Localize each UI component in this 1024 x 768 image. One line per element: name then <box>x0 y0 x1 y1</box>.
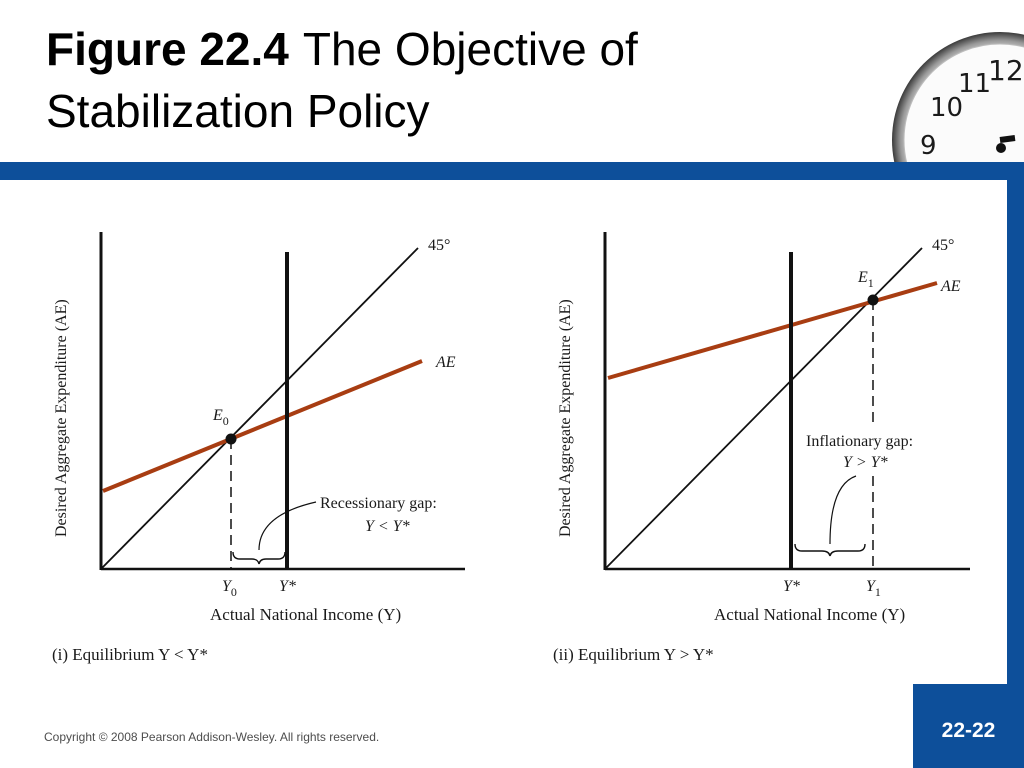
left-tick-ystar: Y* <box>279 578 296 595</box>
figure-number: Figure 22.4 <box>46 23 289 75</box>
left-equilibrium-point <box>225 433 237 445</box>
clock-numeral-9: 9 <box>920 131 937 161</box>
left-x-axis-label: Actual National Income (Y) <box>210 605 401 624</box>
clock-center <box>996 143 1006 153</box>
panel-right: 45° AE E1 Inflationary gap: Y > Y* Y* Y1… <box>553 232 970 664</box>
left-gap-brace <box>232 551 286 565</box>
page-number-box: 22-22 <box>913 684 1024 768</box>
figure-title: The Objective of Stabilization Policy <box>46 23 638 137</box>
left-caption: (i) Equilibrium Y < Y* <box>52 645 208 664</box>
clock-face <box>903 43 1024 164</box>
side-band <box>1007 162 1024 768</box>
copyright-notice: Copyright © 2008 Pearson Addison-Wesley.… <box>44 730 380 744</box>
left-y-axis-label: Desired Aggregate Expenditure (AE) <box>53 299 70 537</box>
left-45-degree-line <box>100 247 419 570</box>
right-gap-label-bg <box>800 427 940 475</box>
right-y-axis-label: Desired Aggregate Expenditure (AE) <box>557 299 574 537</box>
clock-icon: 12 11 10 9 <box>892 32 1024 164</box>
header-band <box>0 162 1024 180</box>
diagram-svg: 45° AE E0 Recessionary gap: Y < Y* Y0 Y*… <box>52 232 970 664</box>
right-gap-label-line2: Y > Y* <box>843 454 888 471</box>
left-ae-line <box>102 359 423 493</box>
left-gap-label-line1: Recessionary gap: <box>320 495 437 512</box>
right-equilibrium-point <box>867 294 879 306</box>
right-ae-line <box>607 281 938 380</box>
right-gap-label-line1: Inflationary gap: <box>806 433 913 450</box>
clock-hand <box>999 135 1016 143</box>
clock-numeral-11: 11 <box>958 69 991 99</box>
slide-title: Figure 22.4 The Objective of Stabilizatio… <box>46 18 866 142</box>
left-45-degree-label: 45° <box>428 237 450 254</box>
figure-panels: 45° AE E0 Recessionary gap: Y < Y* Y0 Y*… <box>0 180 1007 680</box>
clock-numeral-10: 10 <box>930 93 963 123</box>
clock-numeral-12: 12 <box>988 54 1024 87</box>
left-gap-pointer <box>258 501 317 551</box>
right-gap-pointer <box>829 475 857 545</box>
right-gap-brace <box>794 543 866 557</box>
right-tick-ystar: Y* <box>783 578 800 595</box>
clock-image: 12 11 10 9 <box>880 30 1024 164</box>
left-tick-y0: Y0 <box>222 578 237 599</box>
panel-left: 45° AE E0 Recessionary gap: Y < Y* Y0 Y*… <box>52 232 465 664</box>
right-45-degree-label: 45° <box>932 237 954 254</box>
left-gap-label-line2: Y < Y* <box>365 518 410 535</box>
right-ae-label: AE <box>940 278 961 295</box>
left-ae-label: AE <box>435 354 456 371</box>
page-number: 22-22 <box>941 719 996 742</box>
right-tick-y1: Y1 <box>866 578 881 599</box>
right-x-axis-label: Actual National Income (Y) <box>714 605 905 624</box>
right-equilibrium-label: E1 <box>857 269 874 290</box>
right-caption: (ii) Equilibrium Y > Y* <box>553 645 714 664</box>
left-equilibrium-label: E0 <box>212 407 229 428</box>
